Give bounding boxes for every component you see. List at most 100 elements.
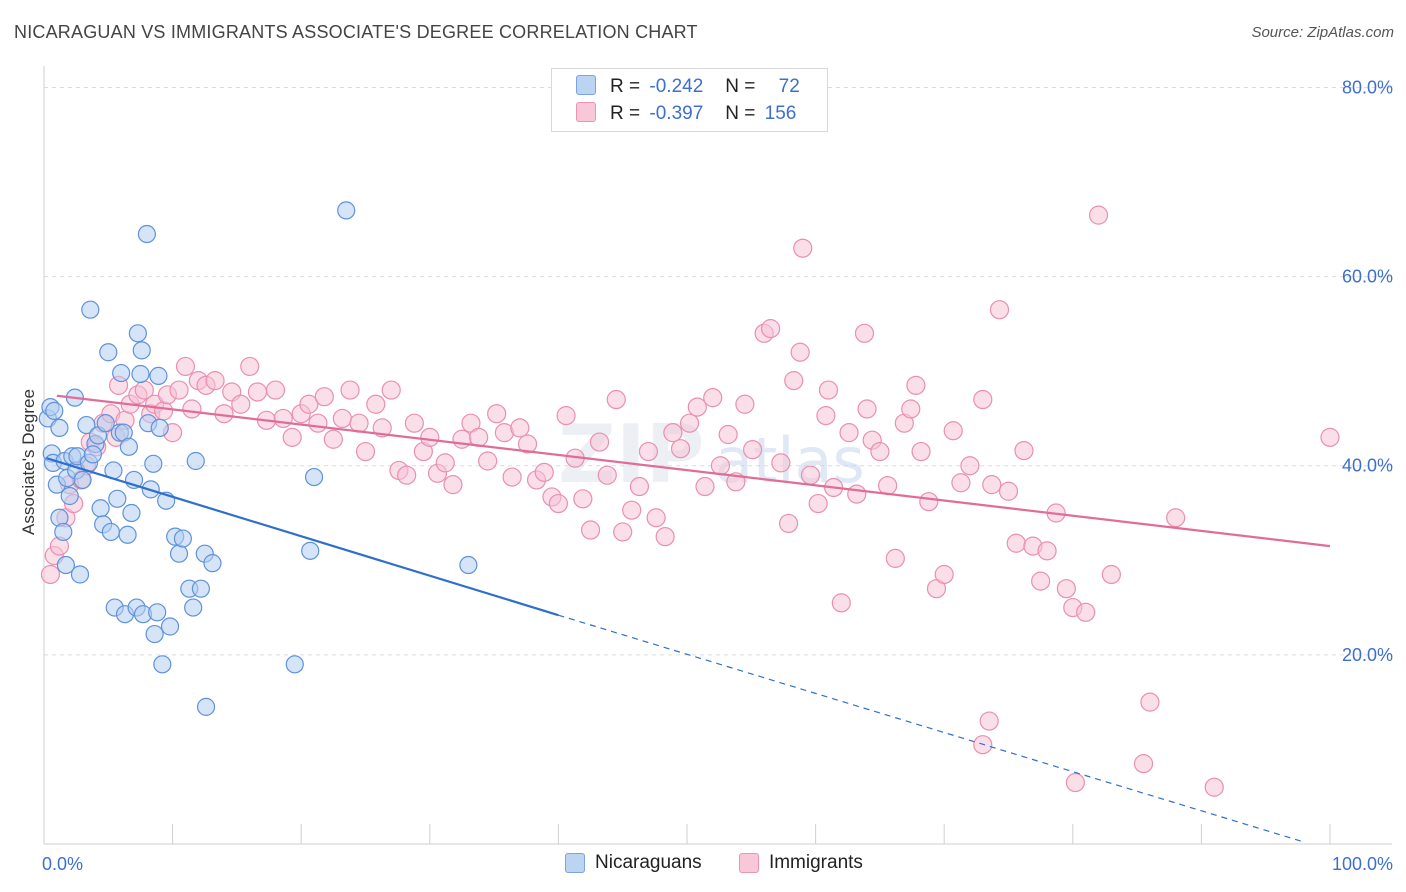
immigrants-point — [800, 465, 821, 485]
immigrants-trend-line — [56, 394, 1331, 548]
immigrants-point — [718, 424, 738, 445]
immigrants-point — [247, 382, 268, 402]
nicaraguans-point — [50, 418, 69, 438]
legend-r-value: -0.397 — [649, 103, 704, 124]
nicaraguans-point — [132, 341, 151, 360]
immigrants-point — [622, 500, 642, 520]
immigrants-point — [901, 399, 921, 419]
immigrants-point — [793, 238, 813, 258]
y-tick-label: 60.0% — [1342, 267, 1393, 287]
immigrants-point — [638, 441, 659, 462]
immigrants-point — [742, 440, 763, 460]
immigrants-point — [1014, 440, 1034, 461]
nicaraguans-point — [150, 418, 169, 438]
immigrants-point — [332, 408, 352, 429]
nicaraguans-point — [153, 655, 172, 674]
immigrants-point — [1320, 427, 1340, 447]
nicaraguans-point — [160, 617, 180, 636]
immigrants-point — [169, 380, 189, 400]
trend-lines — [46, 394, 1331, 843]
immigrants-point — [452, 429, 472, 449]
immigrants-point — [816, 406, 836, 426]
legend-r-value: -0.242 — [649, 76, 704, 97]
immigrants-point — [308, 413, 328, 433]
immigrants-point — [943, 421, 963, 441]
immigrants-point — [760, 319, 781, 339]
immigrants-point — [573, 489, 593, 509]
immigrants-point — [589, 432, 610, 452]
immigrants-point — [613, 522, 633, 542]
immigrants-point — [606, 389, 626, 410]
legend-swatch-blue — [576, 75, 596, 95]
immigrants-label: Immigrants — [768, 852, 863, 873]
chart-title: NICARAGUAN VS IMMIGRANTS ASSOCIATE'S DEG… — [14, 22, 698, 42]
immigrants-point — [40, 564, 61, 585]
immigrants-point — [273, 408, 293, 429]
immigrants-point — [646, 508, 666, 528]
immigrants-point — [695, 476, 715, 497]
immigrants-point — [580, 520, 601, 540]
immigrants-point — [808, 493, 828, 514]
y-axis-label: Associate's Degree — [19, 389, 38, 535]
legend-item-immigrants: Immigrants — [738, 852, 863, 874]
legend-n-value: 72 — [778, 76, 800, 97]
immigrants-point — [487, 404, 507, 424]
nicaraguans-point — [101, 522, 120, 542]
immigrants-point — [973, 389, 993, 410]
y-tick-labels: 20.0% 40.0% 60.0% 80.0% — [1342, 77, 1393, 664]
nicaraguans-point — [112, 363, 131, 383]
nicaraguans-point — [144, 454, 163, 473]
immigrants-point — [857, 399, 877, 419]
immigrants-point — [1056, 579, 1076, 599]
y-tick-label: 80.0% — [1342, 77, 1393, 97]
immigrants-point — [469, 427, 489, 447]
immigrants-point — [679, 413, 700, 433]
immigrants-point — [906, 375, 926, 395]
immigrants-point — [960, 456, 980, 476]
immigrants-point — [663, 423, 683, 443]
legend-row-immigrants: R = -0.397 N = 156 — [576, 102, 796, 128]
immigrants-point — [1204, 777, 1224, 797]
immigrants-point — [1031, 571, 1051, 591]
immigrants-point — [629, 476, 650, 497]
nicaraguans-point — [184, 598, 203, 617]
nicaraguans-point — [145, 624, 164, 644]
immigrants-point — [597, 465, 617, 485]
immigrants-point — [282, 427, 302, 447]
immigrants-point — [870, 441, 890, 462]
nicaraguans-points — [38, 201, 478, 716]
immigrants-point — [951, 473, 971, 493]
immigrants-point — [517, 434, 538, 454]
nicaraguans-point — [191, 579, 210, 598]
legend-n-label: N = — [725, 76, 756, 97]
nicaraguans-point — [149, 366, 168, 385]
nicaraguans-point — [122, 503, 141, 523]
nicaraguans-point — [196, 697, 216, 716]
nicaraguans-point — [77, 415, 96, 435]
legend-n-label: N = — [725, 103, 756, 124]
immigrants-point — [314, 387, 334, 407]
immigrants-point — [534, 462, 554, 482]
immigrants-point — [710, 456, 731, 476]
immigrants-point — [790, 342, 810, 362]
immigrants-point — [1006, 533, 1026, 553]
immigrants-point — [847, 484, 867, 504]
immigrants-point — [687, 397, 707, 417]
y-tick-label: 20.0% — [1342, 645, 1393, 665]
nicaraguans-point — [169, 544, 189, 563]
immigrants-point — [556, 406, 576, 426]
immigrants-point — [1037, 541, 1057, 561]
immigrants-points — [40, 205, 1340, 797]
immigrants-point — [299, 394, 319, 414]
nicaraguans-point — [173, 529, 192, 548]
immigrants-point — [1140, 692, 1160, 712]
nicaraguans-point — [118, 525, 137, 544]
immigrants-point — [420, 427, 440, 447]
immigrants-point — [878, 475, 898, 496]
immigrants-point — [502, 467, 522, 487]
nicaraguans-point — [203, 554, 222, 573]
legend-n-value: 156 — [764, 103, 797, 124]
immigrants-point — [1101, 564, 1121, 585]
nicaraguans-point — [96, 414, 115, 433]
